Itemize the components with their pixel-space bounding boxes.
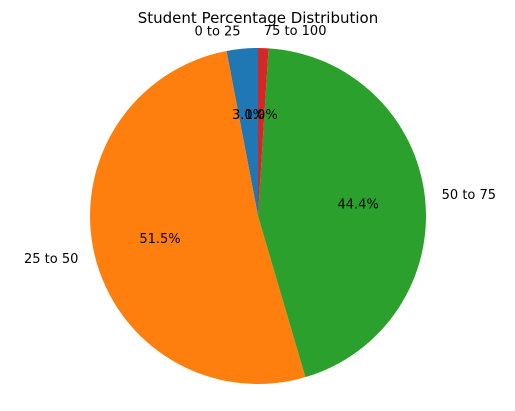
percentage-label: 1.0% <box>245 108 278 123</box>
pie-slice-0-to-25 <box>226 48 258 216</box>
pie-slice-75-to-100 <box>258 47 269 216</box>
percentage-label: 3.0% <box>232 108 265 123</box>
category-label: 50 to 75 <box>442 188 496 203</box>
category-label: 75 to 100 <box>264 24 327 39</box>
pie-slice-25-to-50 <box>90 50 306 384</box>
chart-title: Student Percentage Distribution <box>138 9 378 27</box>
category-label: 25 to 50 <box>24 252 78 267</box>
pie-slices <box>90 47 427 384</box>
category-label: 0 to 25 <box>194 25 240 40</box>
percentage-label: 44.4% <box>338 197 379 212</box>
percentage-label: 51.5% <box>139 232 180 247</box>
category-labels: 0 to 25 25 to 50 50 to 75 75 to 100 <box>24 24 496 267</box>
pie-slice-50-to-75 <box>258 48 427 378</box>
percentage-labels: 3.0% 51.5% 44.4% 1.0% <box>139 108 378 247</box>
